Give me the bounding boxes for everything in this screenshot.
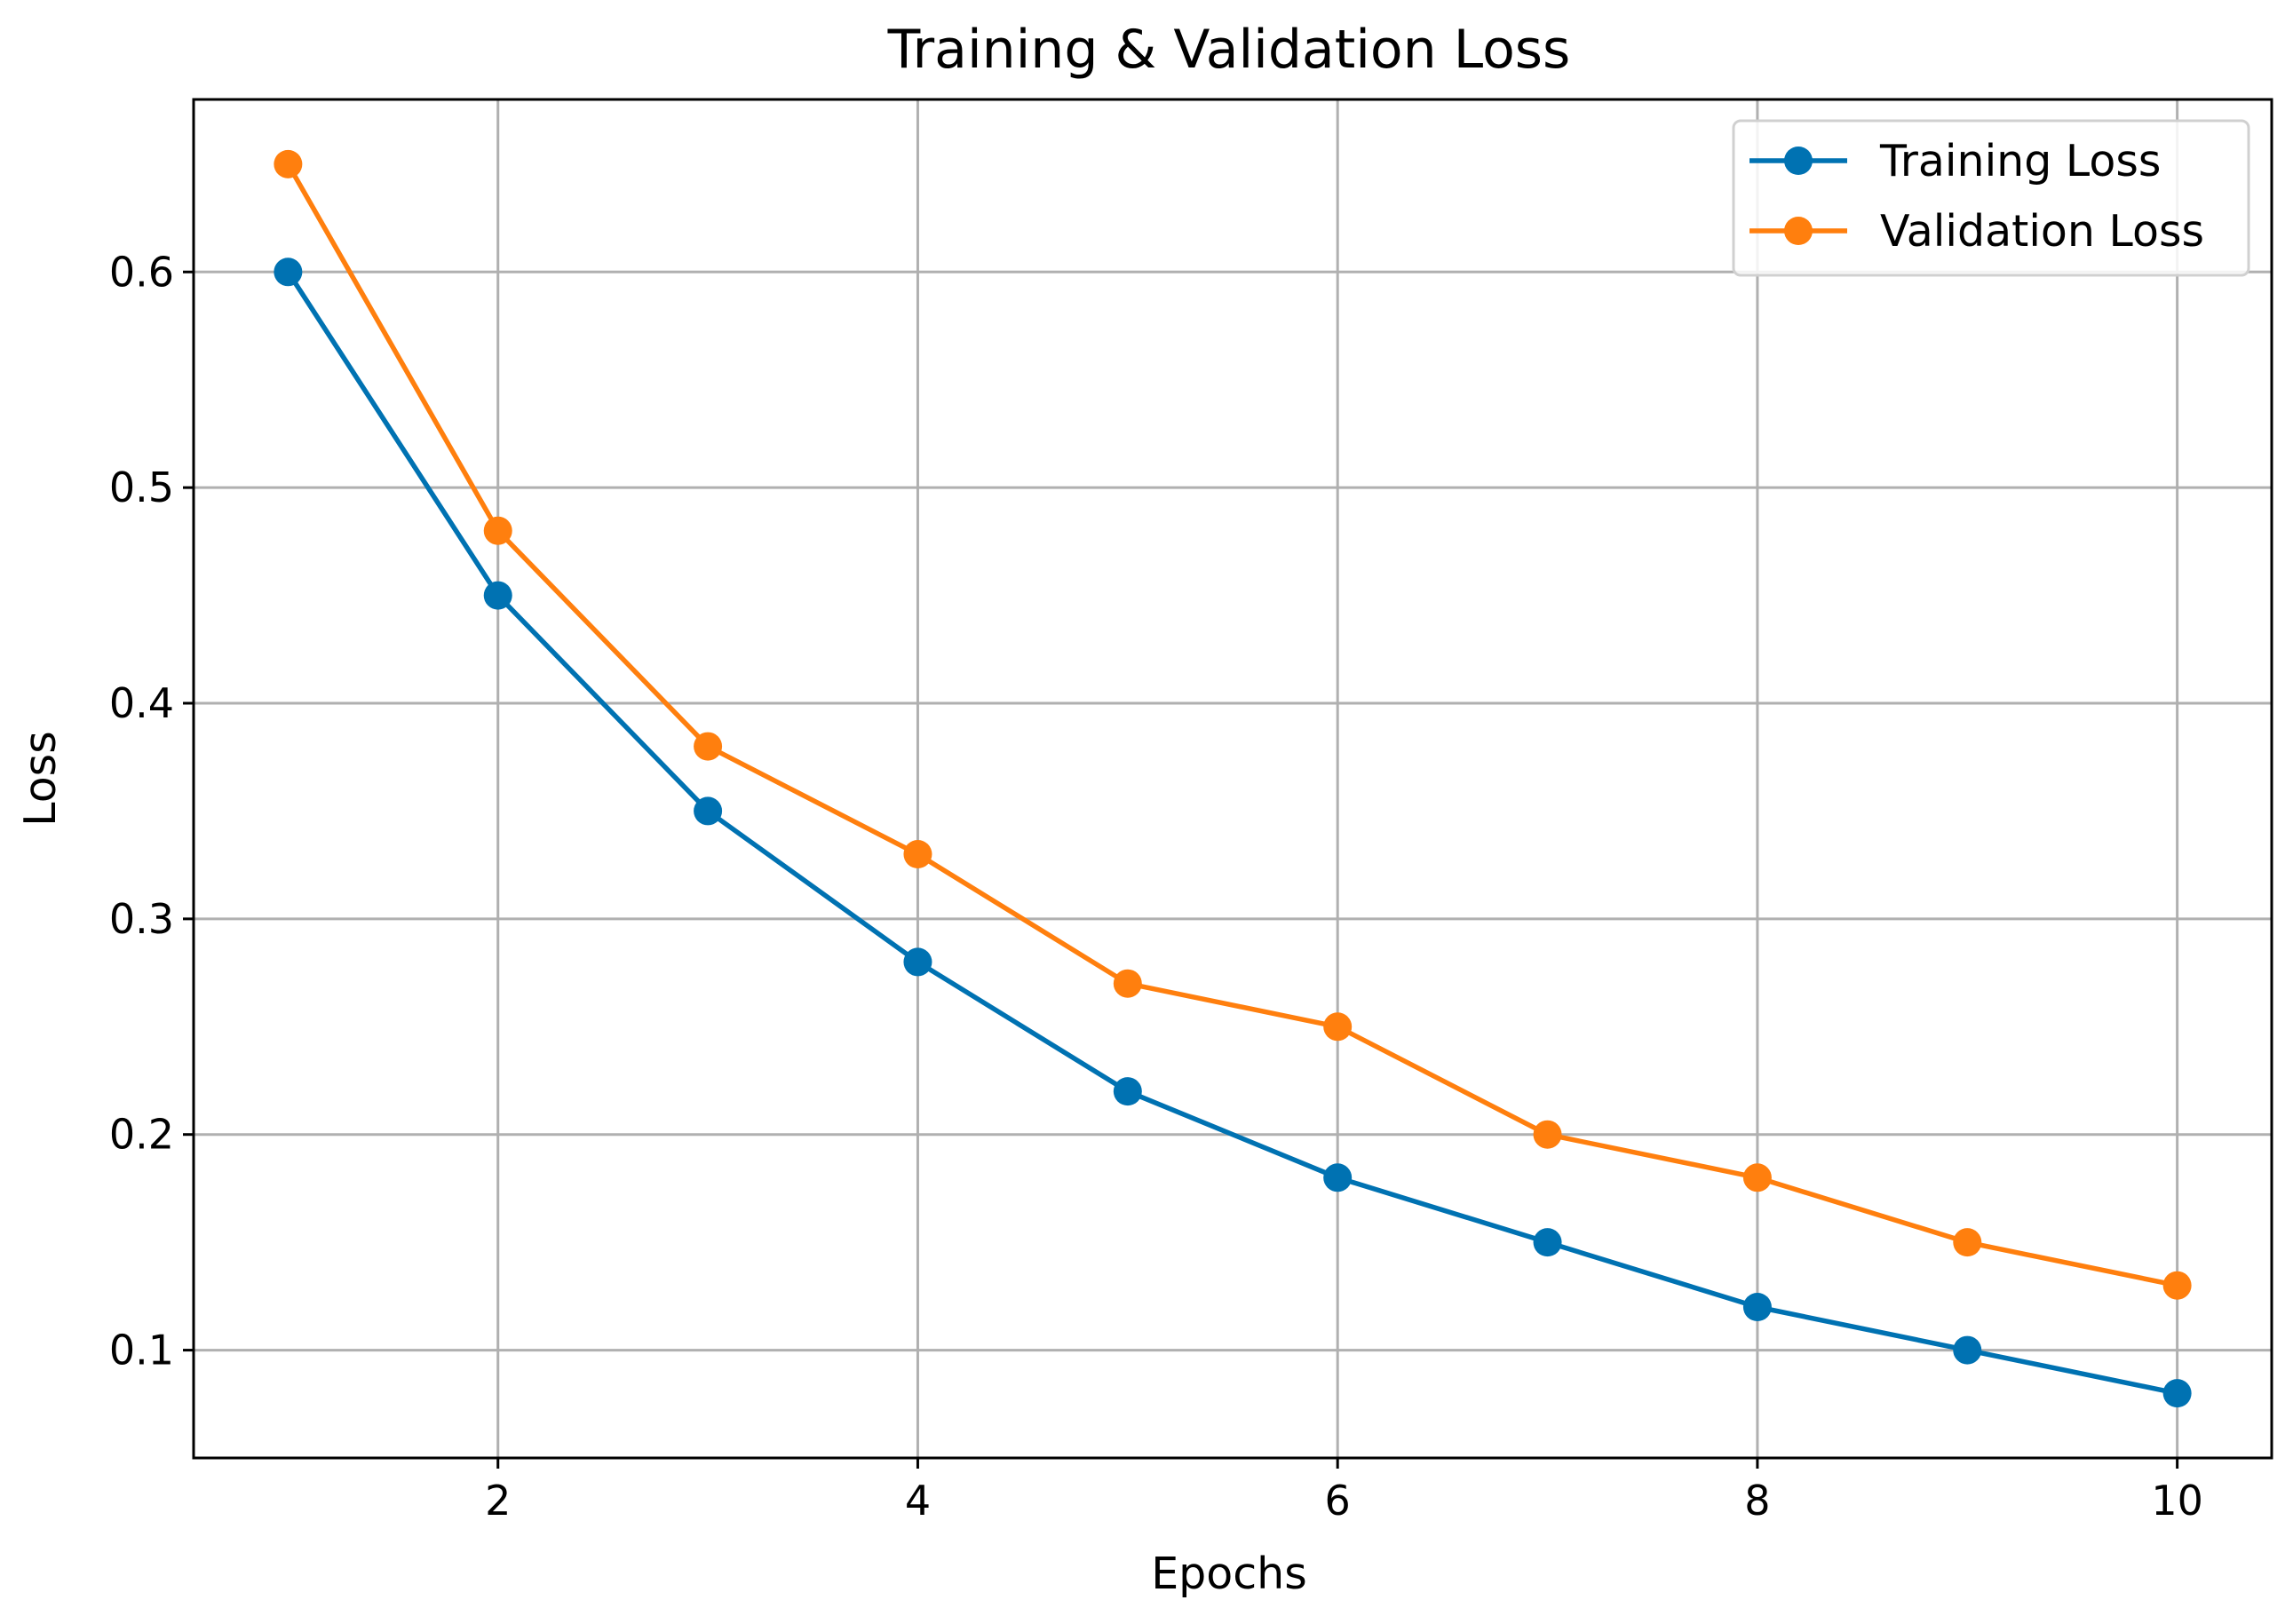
series-line [285, 269, 2180, 1396]
legend-label: Validation Loss [1880, 206, 2204, 257]
x-tick-label: 4 [905, 1477, 931, 1525]
series-validation-loss [274, 149, 2192, 1300]
data-point [274, 257, 303, 287]
series-layer [274, 149, 2192, 1408]
data-point [483, 516, 512, 545]
legend-item: Training Loss [1750, 136, 2161, 186]
data-point [903, 840, 932, 868]
plot-frame [192, 98, 2273, 1460]
legend-box [1732, 119, 2250, 277]
x-axis-label: Epochs [1151, 1549, 1307, 1599]
data-point [2162, 1379, 2192, 1408]
legend-label: Training Loss [1879, 136, 2161, 186]
x-tick-label: 8 [1744, 1477, 1770, 1525]
y-tick-label: 0.5 [109, 463, 174, 511]
series-line [285, 162, 2180, 1288]
data-point [1113, 1077, 1142, 1106]
x-tick-label: 10 [2151, 1477, 2203, 1525]
data-point [2162, 1271, 2192, 1300]
axis-ticks: 2 4 6 8 10 0.1 0.2 0.3 0.4 0.5 0.6 [109, 248, 2203, 1525]
x-tick-label: 6 [1325, 1477, 1351, 1525]
legend-item: Validation Loss [1750, 206, 2204, 257]
data-point [274, 149, 303, 178]
y-tick-label: 0.6 [109, 248, 174, 296]
data-point [1533, 1228, 1562, 1257]
chart-title: Training & Validation Loss [887, 19, 1571, 81]
data-point [1323, 1163, 1353, 1192]
data-point [1742, 1293, 1772, 1321]
data-point [903, 947, 932, 977]
legend: Training Loss Validation Loss [1732, 119, 2250, 277]
data-point [694, 796, 723, 826]
data-point [1533, 1120, 1562, 1149]
legend-marker [1784, 217, 1813, 245]
data-point [483, 581, 512, 610]
data-point [694, 732, 723, 761]
x-tick-label: 2 [485, 1477, 511, 1525]
y-tick-label: 0.2 [109, 1111, 174, 1159]
data-point [1742, 1163, 1772, 1192]
data-point [1953, 1335, 1982, 1365]
legend-marker [1784, 147, 1813, 175]
y-tick-label: 0.1 [109, 1327, 174, 1374]
series-training-loss [274, 257, 2192, 1408]
data-point [1953, 1228, 1982, 1257]
data-point [1113, 969, 1142, 998]
y-tick-label: 0.4 [109, 679, 174, 727]
data-point [1323, 1012, 1353, 1042]
y-axis-label: Loss [15, 731, 66, 826]
y-tick-label: 0.3 [109, 895, 174, 943]
